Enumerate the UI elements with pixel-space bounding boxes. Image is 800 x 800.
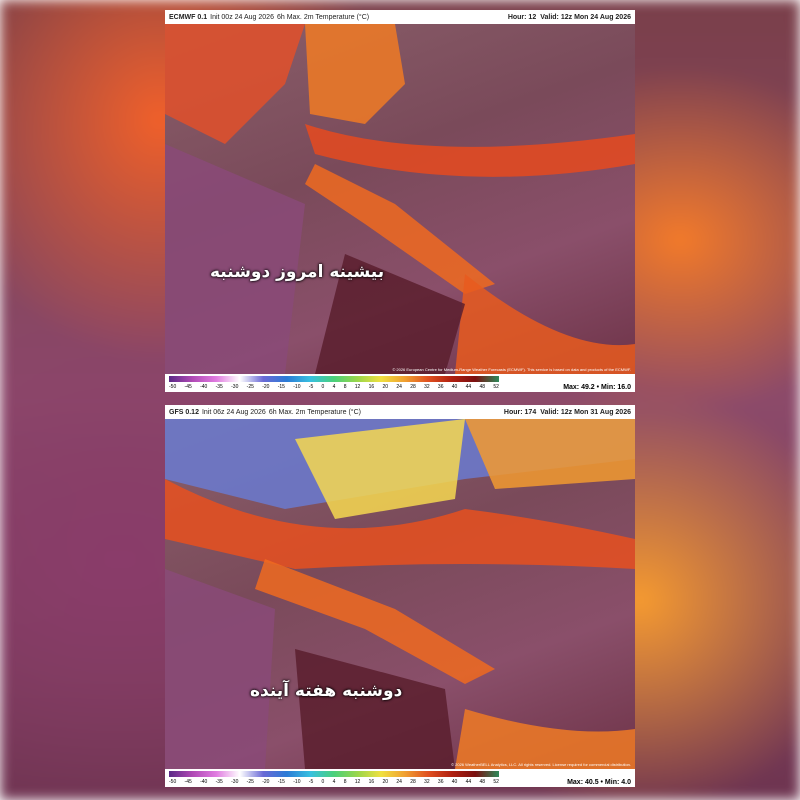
temperature-region (165, 569, 275, 769)
scale-label: 48 (479, 779, 486, 785)
scale-label: 24 (396, 779, 402, 785)
map-shading (165, 419, 635, 769)
forecast-hour: Hour: 12 (507, 13, 537, 21)
overlay-caption: دوشنبه هفته آینده (250, 681, 403, 701)
scale-label: -35 (215, 384, 223, 390)
scale-label: -30 (231, 384, 239, 390)
model-name: ECMWF 0.1 (169, 13, 208, 21)
temperature-region (455, 274, 635, 374)
scale-label: 16 (368, 384, 375, 390)
scale-labels: -50 -45 -40 -35 -30 -25 -20 -15 -10 -5 0 4 8 12 16 20 24… (169, 779, 499, 785)
scale-label: -45 (184, 779, 192, 785)
scale-label: 44 (465, 384, 472, 390)
temperature-region (315, 254, 465, 374)
temperature-region (165, 24, 305, 144)
max-min: Max: 40.5 • Min: 4.0 (567, 778, 631, 786)
panel-header: GFS 0.12 Init 06z 24 Aug 2026 6h Max. 2m T… (165, 405, 635, 419)
temperature-region (295, 419, 465, 519)
temperature-region (455, 709, 635, 769)
scale-label: 28 (410, 384, 416, 390)
temperature-map: بیشینه امروز دوشنبه © 2026 European Centr… (165, 24, 635, 374)
map-panel: ECMWF 0.1 Init 00z 24 Aug 2026 6h Max. 2m … (165, 10, 635, 392)
scale-label: -5 (308, 384, 314, 390)
color-scale (169, 376, 499, 382)
temperature-region (305, 124, 635, 177)
scale-label: -10 (293, 384, 301, 390)
panel-header: ECMWF 0.1 Init 00z 24 Aug 2026 6h Max. 2m … (165, 10, 635, 24)
temperature-region (295, 649, 455, 769)
scale-label: -50 (169, 384, 177, 390)
scale-label: -20 (262, 384, 270, 390)
overlay-caption: بیشینه امروز دوشنبه (210, 262, 385, 282)
scale-label: 36 (437, 779, 444, 785)
temperature-region (465, 419, 635, 489)
color-scale (169, 771, 499, 777)
scale-label: 16 (368, 779, 375, 785)
product-name: 6h Max. 2m Temperature (°C) (268, 408, 361, 416)
header-right: Hour: 12 Valid: 12z Mon 24 Aug 2026 (508, 14, 631, 21)
model-name: GFS 0.12 (169, 408, 199, 416)
scale-label: -30 (231, 779, 239, 785)
map-credit: © 2026 WeatherBELL Analytics, LLC. All r… (451, 762, 631, 767)
temperature-region (305, 24, 405, 124)
scale-label: 36 (437, 384, 444, 390)
scale-label: -15 (277, 384, 285, 390)
forecast-hour: Hour: 174 (503, 408, 537, 416)
header-left: GFS 0.12 Init 06z 24 Aug 2026 6h Max. 2m T… (169, 409, 361, 416)
scale-label: 0 (321, 384, 325, 390)
scale-label: 24 (396, 384, 402, 390)
scale-label: -50 (169, 779, 177, 785)
scale-label: -35 (215, 779, 223, 785)
scale-label: 52 (493, 384, 499, 390)
product-name: 6h Max. 2m Temperature (°C) (276, 13, 370, 21)
scale-label: 20 (382, 384, 389, 390)
header-left: ECMWF 0.1 Init 00z 24 Aug 2026 6h Max. 2m … (169, 14, 369, 21)
scale-labels: -50 -45 -40 -35 -30 -25 -20 -15 -10 -5 0 4 8 12 16 20 24… (169, 384, 499, 390)
scale-label: -25 (246, 384, 254, 390)
scale-label: 20 (382, 779, 389, 785)
scale-label: 28 (410, 779, 416, 785)
temperature-region (305, 164, 495, 294)
scale-label: 40 (451, 384, 458, 390)
scale-label: 0 (321, 779, 325, 785)
scale-label: -40 (200, 779, 208, 785)
scale-label: -5 (308, 779, 314, 785)
panel-footer: -50 -45 -40 -35 -30 -25 -20 -15 -10 -5 0 4 8 12 16 20 24… (165, 777, 635, 787)
scale-label: 52 (493, 779, 499, 785)
panel-footer: -50 -45 -40 -35 -30 -25 -20 -15 -10 -5 0 4 8 12 16 20 24… (165, 382, 635, 392)
header-right: Hour: 174 Valid: 12z Mon 31 Aug 2026 (504, 409, 631, 416)
scale-label: -40 (200, 384, 208, 390)
init-time: Init 00z 24 Aug 2026 (210, 13, 274, 21)
map-credit: © 2026 European Centre for Medium-Range … (392, 367, 631, 372)
init-time: Init 06z 24 Aug 2026 (201, 408, 266, 416)
scale-label: 8 (343, 779, 347, 785)
scale-label: -20 (262, 779, 270, 785)
scale-label: -10 (293, 779, 301, 785)
scale-label: -25 (246, 779, 254, 785)
temperature-region (165, 479, 635, 569)
temperature-region (255, 559, 495, 684)
scale-label: 4 (332, 779, 336, 785)
valid-time: Valid: 12z Mon 24 Aug 2026 (540, 13, 631, 21)
valid-time: Valid: 12z Mon 31 Aug 2026 (540, 408, 631, 416)
temperature-map: دوشنبه هفته آینده © 2026 WeatherBELL Anal… (165, 419, 635, 769)
max-min: Max: 49.2 • Min: 16.0 (563, 383, 631, 391)
scale-label: 4 (332, 384, 336, 390)
map-panel: GFS 0.12 Init 06z 24 Aug 2026 6h Max. 2m T… (165, 405, 635, 787)
scale-label: 44 (465, 779, 472, 785)
scale-label: -45 (184, 384, 192, 390)
scale-label: -15 (277, 779, 285, 785)
scale-label: 32 (424, 384, 430, 390)
scale-label: 12 (354, 779, 361, 785)
temperature-region (165, 144, 305, 374)
scale-label: 32 (424, 779, 430, 785)
scale-label: 40 (451, 779, 458, 785)
map-shading (165, 24, 635, 374)
scale-label: 48 (479, 384, 486, 390)
scale-label: 12 (354, 384, 361, 390)
scale-label: 8 (343, 384, 347, 390)
